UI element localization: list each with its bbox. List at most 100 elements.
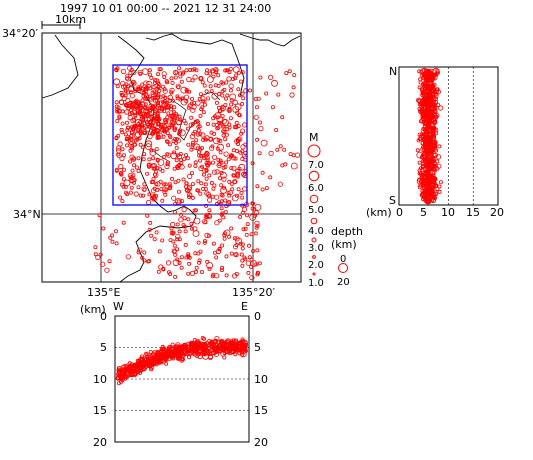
event-marker (98, 252, 103, 257)
event-marker (228, 83, 234, 89)
event-marker (424, 87, 429, 92)
event-marker (172, 243, 177, 248)
event-marker (222, 355, 227, 360)
event-marker (189, 101, 194, 106)
event-marker (211, 169, 217, 175)
event-marker (239, 252, 244, 257)
event-marker (205, 192, 211, 198)
event-marker (125, 254, 131, 260)
event-marker (147, 124, 152, 129)
event-marker (145, 171, 150, 176)
event-marker (197, 258, 202, 263)
event-marker (190, 195, 195, 200)
event-marker (199, 153, 204, 158)
event-marker (249, 264, 254, 269)
event-marker (184, 87, 189, 92)
event-marker (435, 186, 440, 191)
event-marker (219, 170, 224, 175)
event-marker (228, 116, 233, 121)
event-marker (207, 208, 212, 213)
event-marker (136, 86, 141, 91)
event-marker (219, 183, 224, 188)
event-marker (198, 191, 203, 196)
event-marker (197, 96, 202, 101)
event-marker (208, 84, 213, 89)
event-marker (234, 271, 239, 276)
event-marker (130, 105, 135, 110)
event-marker (147, 227, 152, 232)
event-marker (177, 114, 182, 119)
event-marker (150, 90, 155, 95)
event-marker (209, 130, 214, 135)
event-marker (202, 219, 208, 225)
event-marker (220, 81, 225, 86)
event-marker (138, 142, 143, 147)
event-marker (157, 249, 162, 254)
event-marker (160, 238, 165, 243)
event-marker (157, 117, 162, 122)
event-marker (240, 258, 245, 263)
event-marker (434, 91, 439, 96)
event-marker (429, 132, 434, 137)
event-marker (171, 195, 177, 201)
event-marker (176, 85, 181, 90)
event-marker (189, 171, 194, 176)
event-marker (427, 88, 435, 95)
magnitude-label-1: 1.0 (308, 278, 324, 289)
event-marker (134, 165, 139, 170)
event-marker (233, 156, 238, 161)
ew-section-frame (114, 315, 250, 443)
ew-axis-unit: (km) (80, 303, 106, 316)
event-marker (232, 244, 239, 250)
event-marker (189, 346, 194, 351)
event-marker (227, 190, 233, 196)
event-marker (162, 354, 167, 359)
event-marker (176, 189, 181, 194)
magnitude-label-7: 7.0 (308, 160, 324, 171)
event-marker (178, 217, 184, 223)
event-marker (231, 173, 236, 178)
event-marker (203, 343, 208, 348)
event-marker (427, 111, 432, 116)
event-marker (164, 104, 169, 109)
event-marker (147, 134, 153, 140)
event-marker (165, 260, 172, 266)
event-marker (128, 85, 135, 93)
event-marker (131, 124, 136, 129)
event-marker (187, 261, 192, 266)
event-marker (129, 178, 134, 183)
event-marker (171, 139, 176, 144)
event-marker (152, 107, 158, 114)
event-marker (150, 96, 155, 101)
event-marker (268, 175, 273, 180)
event-marker (227, 106, 232, 111)
event-marker (163, 352, 168, 357)
event-marker (108, 235, 113, 240)
event-marker (167, 142, 172, 147)
event-marker (136, 156, 141, 161)
ns-tick-20: 20 (490, 206, 504, 219)
event-marker (133, 103, 139, 109)
event-marker (417, 185, 422, 190)
event-marker (209, 89, 214, 94)
event-marker (437, 144, 442, 149)
event-marker (416, 151, 424, 159)
event-marker (165, 119, 171, 125)
event-marker (205, 343, 210, 348)
event-marker (177, 229, 182, 234)
event-marker (270, 105, 275, 110)
event-marker (223, 198, 228, 203)
event-marker (149, 149, 157, 156)
event-marker (226, 76, 232, 82)
event-marker (125, 127, 130, 132)
event-marker (174, 137, 179, 142)
event-marker (202, 83, 207, 88)
event-marker (173, 180, 178, 185)
magnitude-symbol-7 (307, 144, 321, 158)
event-marker (294, 152, 301, 158)
ew-tick-left-5: 5 (100, 341, 107, 354)
event-marker (192, 74, 198, 80)
event-marker (216, 157, 221, 162)
event-marker (186, 105, 191, 110)
event-marker (200, 343, 206, 349)
